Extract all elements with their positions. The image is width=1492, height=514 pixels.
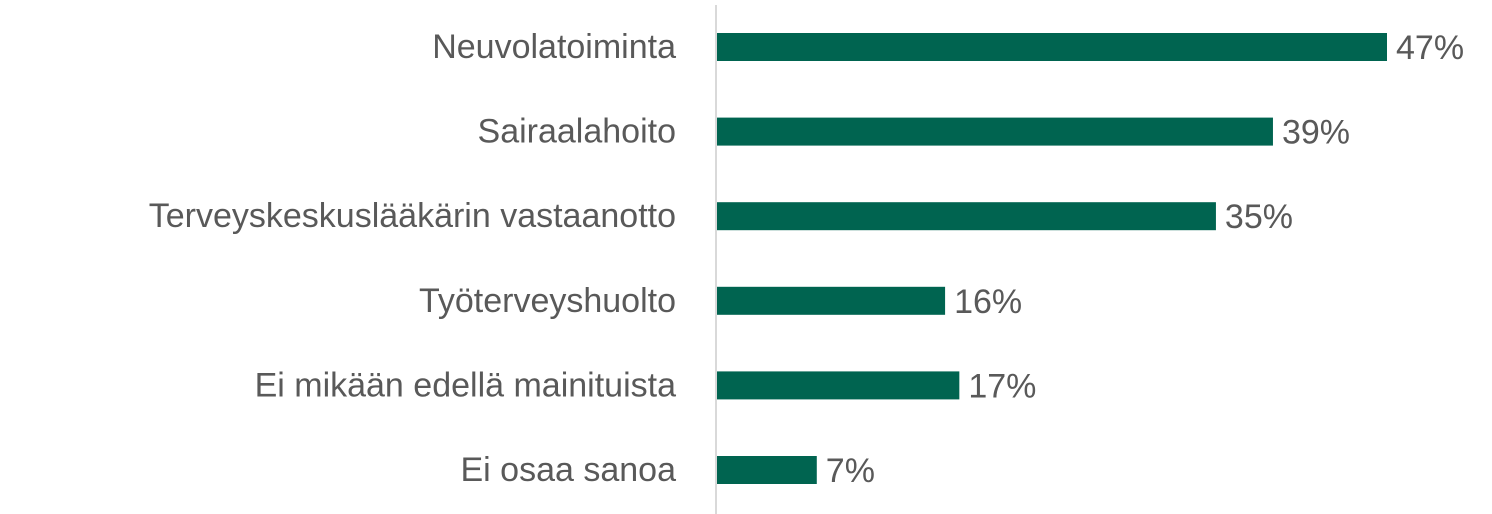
bar [717,33,1387,61]
category-label: Ei mikään edellä mainituista [255,366,677,404]
value-label: 16% [954,283,1022,321]
bar [717,286,946,315]
value-label: 17% [968,367,1036,405]
value-label: 47% [1396,29,1464,67]
category-label: Ei osaa sanoa [461,451,677,489]
bar [717,117,1273,146]
bar [717,202,1216,231]
value-label: 39% [1282,114,1350,152]
category-label: Terveyskeskuslääkärin vastaanotto [149,197,676,235]
bar [717,456,817,484]
category-label: Neuvolatoiminta [432,28,676,66]
bar [717,371,960,400]
value-label: 35% [1225,198,1293,236]
category-label: Sairaalahoito [478,113,676,151]
value-label: 7% [826,452,875,490]
category-label: Työterveyshuolto [419,282,676,320]
